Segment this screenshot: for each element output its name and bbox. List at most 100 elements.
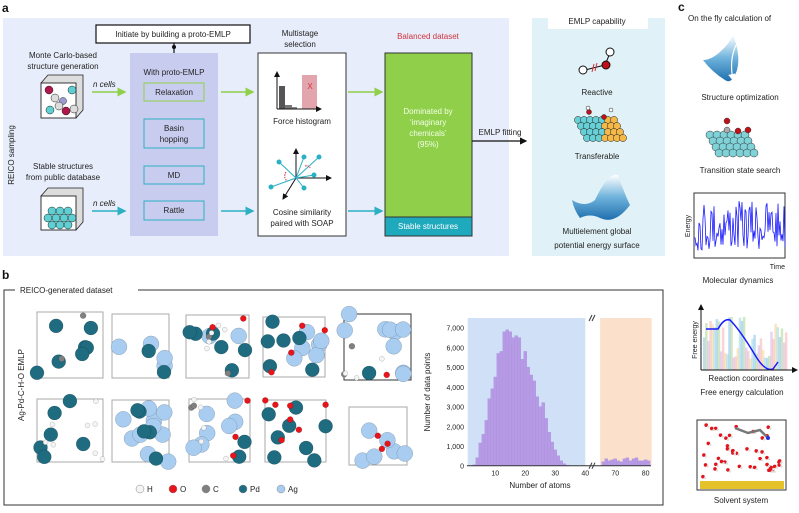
fe-histogram-bar [782, 342, 786, 370]
atom-pd [130, 403, 145, 418]
dominated-line2: ‘imaginary [410, 118, 446, 127]
surface-atom [749, 148, 759, 158]
water-oxygen [713, 426, 718, 431]
fe-ylabel: Free energy [692, 321, 699, 359]
atom-o [278, 436, 285, 444]
histogram-bar [622, 458, 627, 466]
water-hydrogen [740, 466, 743, 470]
histogram-bar [475, 457, 479, 466]
water-hydrogen [763, 438, 766, 441]
mc-structure-box-icon [40, 74, 84, 119]
water-oxygen [718, 433, 723, 437]
atom-o [295, 426, 303, 434]
imaginary-chemicals-block [384, 52, 473, 237]
histogram-bar [640, 460, 645, 466]
water-hydrogen [704, 455, 708, 458]
fe-histogram-bar [726, 354, 729, 370]
panel-b: b REICO-generated dataset Ag-Pd-C-H-O EM… [2, 268, 664, 506]
atom-pd [47, 405, 62, 421]
water-oxygen [719, 459, 724, 464]
atom-c [58, 355, 65, 362]
emlp-side-label: Ag-Pd-C-H-O EMLP [17, 349, 26, 421]
histogram-bar [526, 366, 530, 466]
atom-pd [48, 318, 64, 334]
atom-ag [360, 422, 378, 439]
atom-pd [318, 418, 333, 434]
atom-o [268, 369, 275, 376]
fe-histogram-bar [724, 353, 727, 370]
histogram-bar [541, 402, 545, 466]
initiate-box [95, 24, 251, 44]
y-axis-label: Number of data points [423, 353, 432, 432]
atom-h [221, 326, 228, 333]
legend-item-ag: Ag [276, 484, 298, 494]
histogram-bar [547, 432, 551, 466]
atom-h [206, 338, 212, 345]
fe-histogram-bar [703, 337, 706, 370]
atom-o [378, 445, 386, 453]
metal-slab-icon [700, 481, 784, 489]
atom-o [384, 440, 391, 447]
histogram-bar [523, 351, 527, 466]
atom-ag [110, 338, 128, 356]
atom-pd [237, 342, 253, 358]
water-hydrogen [726, 438, 730, 441]
rattle-label: Rattle [164, 206, 185, 215]
stable-structures-band [384, 216, 473, 237]
atom-pd [298, 440, 314, 456]
panel-b-frame [3, 289, 664, 506]
water-oxygen [754, 449, 759, 453]
atom-h [208, 330, 215, 336]
histogram-bar [478, 442, 482, 466]
x-axis-label: Number of atoms [509, 481, 570, 490]
structure-optimization-label: Structure optimization [701, 93, 778, 102]
selection-line1: Multistage [282, 29, 319, 38]
atom-o [374, 432, 382, 439]
water-hydrogen [771, 470, 774, 473]
fe-histogram-bar [755, 353, 758, 370]
adsorbate-atom [723, 126, 731, 134]
y-tick-label: 7,000 [446, 326, 464, 333]
force-histogram-icon: X [274, 71, 322, 112]
fe-histogram-bar [732, 357, 735, 370]
water-hydrogen [733, 453, 737, 456]
dominated-line4: (95%) [417, 140, 439, 149]
water-oxygen [765, 455, 769, 460]
solvent-system-label: Solvent system [714, 496, 769, 505]
fe-histogram-bar [742, 316, 746, 370]
histogram-bar [487, 398, 491, 466]
atom-pd [156, 364, 172, 380]
histogram-bar [613, 458, 617, 466]
legend-item-h: H [135, 484, 153, 494]
fe-histogram-bar [707, 340, 710, 370]
atom-c [348, 343, 356, 350]
legend-swatch [238, 484, 248, 494]
fe-histogram-bar [747, 351, 750, 370]
cosine-line1: Cosine similarity [273, 208, 331, 217]
relaxation-box [143, 82, 205, 102]
fe-histogram-bar [745, 347, 748, 370]
atom-o [240, 315, 247, 322]
atom-o [286, 402, 294, 409]
water-oxygen [752, 465, 757, 470]
md-label: MD [168, 171, 181, 180]
atoms-histogram: 0 1,000 2,000 3,000 4,000 5,000 6,000 7,000 10 20… [423, 314, 652, 490]
atom-h [99, 456, 106, 462]
dominated-line3: chemicals’ [409, 129, 447, 138]
atom-ag [340, 305, 358, 323]
free-energy-label: Free energy calculation [700, 388, 783, 397]
legend-item-o: O [168, 484, 186, 494]
organic-molecule [734, 426, 769, 439]
water-hydrogen [757, 451, 760, 454]
fe-histogram-bar [721, 327, 725, 370]
legend-item-c: C [201, 484, 219, 494]
legend-label: O [180, 485, 186, 494]
atom-ag [394, 321, 412, 338]
water-hydrogen [775, 466, 778, 470]
basin-hopping-box [143, 118, 205, 149]
water-hydrogen [716, 428, 719, 432]
n-cells-mc: n cells [93, 80, 116, 89]
water-oxygen [704, 423, 708, 427]
fe-histogram-bar [719, 351, 723, 370]
